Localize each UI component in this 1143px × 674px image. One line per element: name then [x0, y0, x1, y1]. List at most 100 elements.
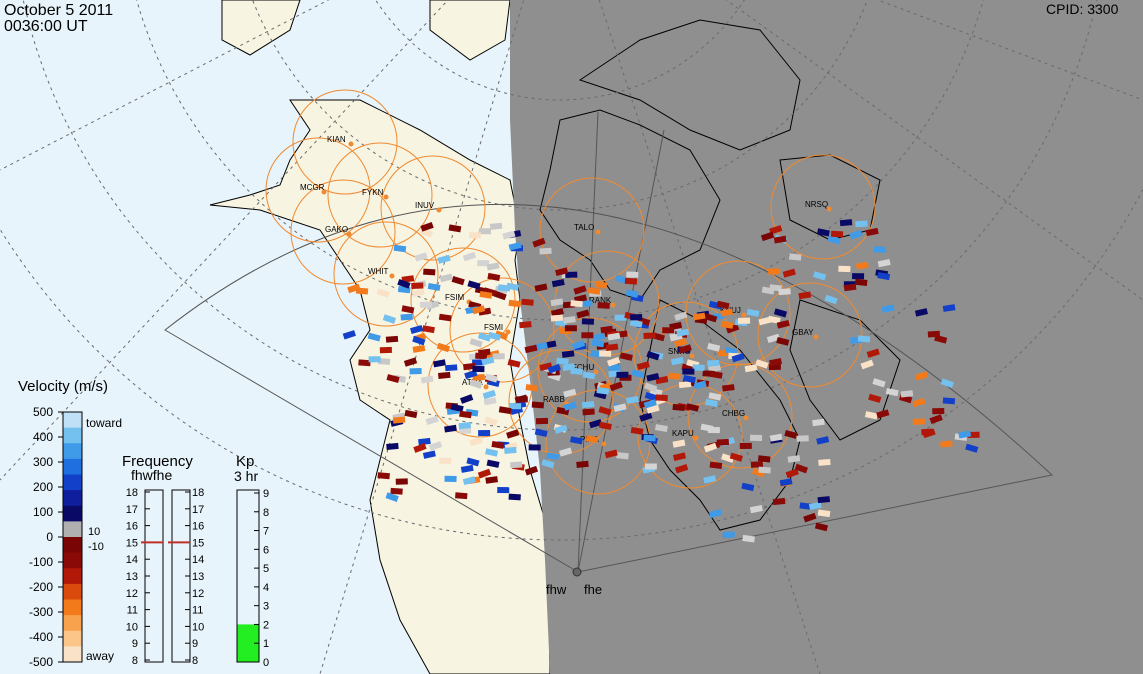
velocity-cell [716, 300, 730, 310]
velocity-cell [816, 436, 830, 445]
frequency-tick-label-left: 14 [126, 554, 138, 566]
velocity-cell [816, 228, 830, 237]
velocity-cell [539, 247, 552, 255]
velocity-cell [817, 496, 831, 504]
station-fov-circle [449, 277, 555, 383]
velocity-cell [492, 353, 505, 360]
velocity-cell [460, 464, 474, 473]
kp-tick-label: 1 [263, 638, 269, 650]
station-fov-circle [290, 179, 396, 285]
velocity-tick-label: 200 [33, 480, 53, 494]
velocity-color-step [63, 568, 82, 585]
velocity-cell [582, 371, 596, 380]
velocity-cell [707, 364, 722, 373]
velocity-cell [843, 283, 857, 292]
velocity-cell [605, 343, 619, 351]
velocity-cell [599, 350, 612, 357]
velocity-cell [483, 287, 497, 297]
velocity-cell [554, 424, 568, 434]
velocity-cell [401, 305, 415, 314]
station-label: GBAY [792, 328, 814, 337]
velocity-cell [885, 388, 899, 397]
velocity-color-step [63, 412, 82, 429]
velocity-cell [631, 369, 645, 379]
velocity-cell [385, 335, 399, 343]
velocity-cell [704, 398, 718, 408]
frequency-tick-label-left: 13 [126, 571, 138, 583]
velocity-cell [877, 272, 891, 281]
velocity-cell [425, 300, 440, 311]
kp-tick-label: 4 [263, 582, 269, 594]
station-marker-icon [743, 415, 749, 421]
velocity-cell [812, 271, 827, 281]
station-label: KAPU [672, 429, 694, 438]
velocity-cell [491, 440, 505, 449]
velocity-cell [784, 429, 798, 439]
cpid-label: CPID: 3300 [1046, 1, 1119, 17]
velocity-cell [493, 290, 507, 301]
frequency-columns-label: fhwfhe [131, 467, 172, 483]
velocity-cell [708, 509, 723, 519]
station-marker-icon [593, 369, 599, 375]
velocity-color-step [63, 552, 82, 569]
frequency-tick-label-right: 10 [192, 621, 204, 633]
velocity-cell [477, 260, 490, 267]
velocity-cell [646, 373, 660, 382]
velocity-cell [472, 365, 485, 373]
velocity-cell [675, 464, 689, 474]
station-marker-icon [436, 207, 442, 213]
velocity-cell [721, 453, 735, 463]
velocity-tick-label: -400 [29, 630, 53, 644]
velocity-cell [852, 273, 865, 280]
station-marker-icon [505, 329, 511, 335]
velocity-cell [639, 412, 653, 422]
velocity-cell [477, 468, 492, 479]
velocity-cell [482, 389, 496, 400]
velocity-cell [600, 325, 614, 334]
velocity-cell [591, 339, 605, 348]
velocity-cell [576, 460, 589, 468]
velocity-cell [550, 314, 564, 322]
velocity-cell [808, 501, 822, 511]
velocity-cell [468, 232, 482, 239]
velocity-cell [597, 302, 610, 309]
velocity-cell [506, 429, 520, 439]
velocity-cell [824, 294, 838, 305]
velocity-cell [563, 388, 577, 398]
velocity-cell [462, 476, 476, 486]
velocity-cell [561, 350, 575, 358]
velocity-cell [438, 313, 452, 322]
velocity-cell [608, 364, 621, 371]
velocity-cell [459, 427, 472, 434]
velocity-cell [563, 401, 577, 411]
velocity-color-step [63, 427, 82, 444]
velocity-cell [550, 308, 564, 317]
velocity-cell [563, 316, 576, 324]
velocity-cell [580, 300, 593, 307]
velocity-cell [839, 219, 853, 227]
velocity-cell [397, 278, 411, 289]
velocity-cell [854, 278, 868, 286]
velocity-cell [934, 334, 948, 344]
station-label: FCHU [572, 363, 594, 372]
velocity-cell [644, 463, 657, 470]
velocity-cell [722, 384, 735, 392]
velocity-cell [855, 261, 869, 270]
frequency-tick-label-right: 17 [192, 504, 204, 516]
velocity-cell [868, 393, 882, 403]
velocity-cell [570, 367, 583, 375]
kp-tick-label: 3 [263, 601, 269, 613]
velocity-cell [912, 418, 925, 425]
velocity-cell [581, 400, 595, 409]
velocity-cell [510, 461, 523, 469]
velocity-cell [782, 268, 796, 278]
velocity-cell [767, 268, 781, 275]
velocity-cell [707, 426, 720, 434]
velocity-color-step [63, 537, 82, 554]
station-marker-icon [389, 273, 395, 279]
kp-panel: Kp 3 hr 9 8 7 6 5 4 3 2 1 0 [234, 453, 269, 669]
velocity-cell [674, 311, 688, 321]
station-marker-icon [595, 229, 601, 235]
velocity-cell [779, 478, 793, 487]
velocity-cell [494, 330, 509, 341]
